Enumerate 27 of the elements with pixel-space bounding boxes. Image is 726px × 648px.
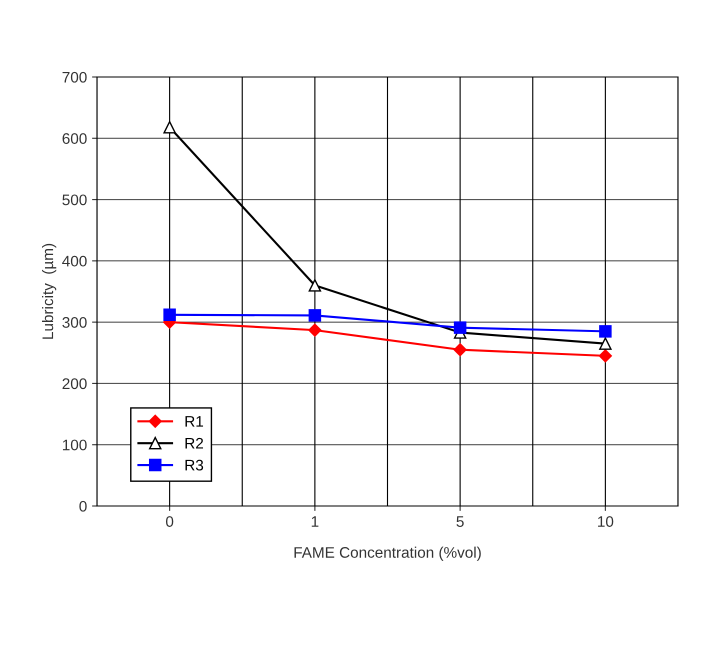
y-tick-label: 100	[62, 440, 87, 450]
x-tick-label: 5	[456, 516, 464, 527]
point	[308, 279, 322, 292]
x-tick-label: 10	[598, 516, 614, 527]
x-axis-title: FAME Concentration (%vol)	[294, 546, 481, 561]
point	[308, 309, 322, 322]
point	[454, 321, 466, 334]
point	[599, 337, 612, 350]
legend-label: R2	[186, 438, 204, 449]
y-tick-label: 600	[62, 133, 87, 144]
point	[163, 308, 176, 322]
legend-label: R1	[186, 416, 204, 427]
x-tick-label: 0	[166, 516, 174, 527]
point	[454, 343, 467, 356]
y-tick-label: 700	[62, 72, 87, 83]
y-tick-label: 500	[62, 194, 87, 206]
point	[598, 349, 612, 362]
x-tick-label: 1	[312, 516, 318, 527]
y-tick-label: 400	[62, 256, 87, 267]
y-axis-title: Lubricity (µm)	[42, 244, 56, 339]
y-tick-label: 0	[79, 500, 87, 512]
legend-label: R3	[186, 460, 204, 471]
point	[308, 324, 322, 337]
y-tick-label: 200	[62, 378, 87, 390]
point	[599, 325, 612, 338]
y-tick-label: 300	[62, 317, 87, 328]
point	[163, 121, 176, 134]
